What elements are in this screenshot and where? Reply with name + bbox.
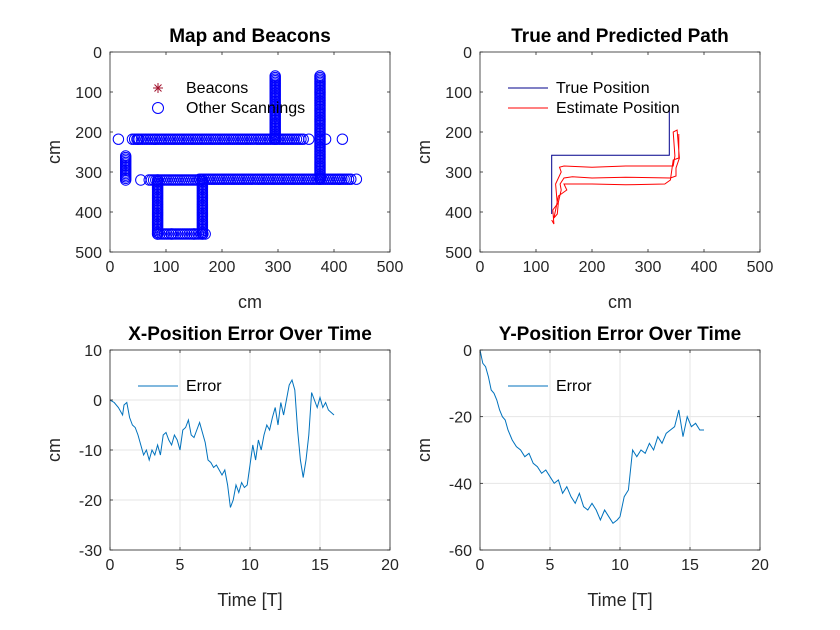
- legend-label: True Position: [556, 80, 650, 97]
- chart-panel-4: 0 5 10 15 20 0 -20 -40 -60 Y-Position Error Over …: [414, 324, 769, 610]
- y-tick-label: 0: [463, 343, 472, 360]
- data-layer: [110, 378, 335, 508]
- scatter-point: [188, 228, 200, 240]
- scatter-point: [135, 174, 147, 186]
- x-tick-label: 5: [546, 557, 555, 574]
- scatter-point: [112, 133, 125, 145]
- y-tick-label: 0: [93, 45, 102, 62]
- y-tick-label: 200: [75, 125, 102, 142]
- x-axis-label: cm: [238, 292, 262, 312]
- y-tick-label: 400: [445, 205, 472, 222]
- chart-panel-3: 0 5 10 15 20 10 0 -10 -20 -30 X-Position Error Ove…: [44, 324, 399, 610]
- x-tick-label: 10: [241, 557, 259, 574]
- scatter-point: [350, 173, 363, 185]
- x-tick-label: 0: [476, 259, 485, 276]
- x-tick-label: 300: [265, 259, 292, 276]
- x-tick-label: 20: [751, 557, 769, 574]
- x-tick-label: 0: [106, 557, 115, 574]
- x-tick-label: 20: [381, 557, 399, 574]
- scatter-point: [345, 173, 357, 185]
- chart-title: True and Predicted Path: [511, 26, 729, 47]
- legend-label: Error: [556, 378, 592, 395]
- scatter-point: [336, 133, 349, 145]
- y-tick-label: 300: [75, 165, 102, 182]
- scatter-point: [199, 228, 211, 240]
- scatter-point: [314, 173, 326, 185]
- data-layer: [480, 350, 704, 525]
- y-tick-label: 100: [75, 85, 102, 102]
- x-tick-label: 5: [176, 557, 185, 574]
- y-tick-label: -40: [449, 476, 472, 493]
- legend-circle-marker: [152, 102, 164, 114]
- x-axis-label: Time [T]: [587, 590, 652, 610]
- series-error-line: [110, 378, 335, 508]
- scatter-point: [119, 174, 132, 186]
- y-tick-label: 500: [75, 245, 102, 262]
- series-error-line: [480, 350, 704, 525]
- x-tick-label: 0: [106, 259, 115, 276]
- series-estimate-position-line: [551, 129, 680, 225]
- x-tick-label: 10: [611, 557, 629, 574]
- y-axis-label: cm: [44, 140, 64, 164]
- x-tick-label: 100: [523, 259, 550, 276]
- x-tick-label: 400: [691, 259, 718, 276]
- axes-box: [109, 51, 391, 253]
- x-tick-label: 200: [209, 259, 236, 276]
- y-tick-label: -30: [79, 543, 102, 560]
- scatter-point: [319, 133, 332, 145]
- legend-label: Error: [186, 378, 222, 395]
- x-axis-label: Time [T]: [217, 590, 282, 610]
- y-tick-label: 300: [445, 165, 472, 182]
- x-tick-label: 100: [153, 259, 180, 276]
- scatter-point: [132, 133, 144, 145]
- y-axis-label: cm: [414, 140, 434, 164]
- y-tick-label: -10: [79, 443, 102, 460]
- axes-box: [479, 51, 761, 253]
- x-tick-label: 15: [311, 557, 329, 574]
- chart-title: X-Position Error Over Time: [128, 324, 372, 345]
- y-tick-label: -20: [449, 410, 472, 427]
- x-tick-label: 500: [747, 259, 774, 276]
- y-tick-label: 400: [75, 205, 102, 222]
- legend-label: Beacons: [186, 80, 248, 97]
- x-tick-label: 0: [476, 557, 485, 574]
- y-tick-label: 0: [463, 45, 472, 62]
- x-tick-label: 400: [321, 259, 348, 276]
- x-tick-label: 200: [579, 259, 606, 276]
- y-tick-label: -60: [449, 543, 472, 560]
- y-axis-label: cm: [414, 438, 434, 462]
- data-layer: [112, 70, 363, 240]
- legend-label: Estimate Position: [556, 100, 680, 117]
- scatter-point: [303, 133, 315, 145]
- y-tick-label: 200: [445, 125, 472, 142]
- chart-title: Map and Beacons: [169, 26, 331, 47]
- y-tick-label: 500: [445, 245, 472, 262]
- y-tick-label: -20: [79, 493, 102, 510]
- scatter-point: [297, 133, 309, 145]
- legend-asterisk-marker: [154, 84, 162, 92]
- y-tick-label: 10: [84, 343, 102, 360]
- plot-area: [480, 52, 760, 252]
- y-tick-label: 100: [445, 85, 472, 102]
- data-layer: [551, 110, 680, 225]
- x-tick-label: 500: [377, 259, 404, 276]
- legend-label: Other Scannings: [186, 100, 305, 117]
- scatter-point: [269, 133, 281, 145]
- x-axis-label: cm: [608, 292, 632, 312]
- scatter-point: [333, 173, 346, 185]
- x-tick-label: 300: [635, 259, 662, 276]
- scatter-point: [149, 133, 161, 145]
- series-true-position-line: [551, 110, 670, 214]
- y-tick-label: 0: [93, 393, 102, 410]
- chart-title: Y-Position Error Over Time: [499, 324, 742, 345]
- scatter-point: [165, 228, 178, 240]
- y-axis-label: cm: [44, 438, 64, 462]
- x-tick-label: 15: [681, 557, 699, 574]
